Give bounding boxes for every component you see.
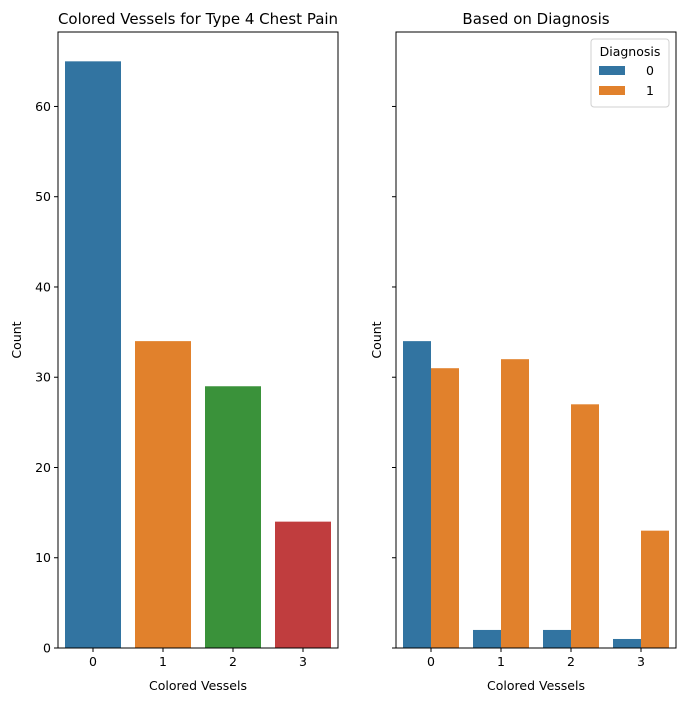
y-tick-label: 0 <box>43 641 51 656</box>
legend-label-1: 1 <box>646 83 654 98</box>
right-axes: 0 1 2 3 Colored Vessels Count Based on Diagnos… <box>369 10 677 693</box>
x-tick-label: 3 <box>637 654 645 669</box>
x-axis-label: Colored Vessels <box>149 678 247 693</box>
y-axis-label: Count <box>369 321 384 358</box>
chart-title: Colored Vessels for Type 4 Chest Pain <box>58 10 338 28</box>
y-tick-label: 30 <box>35 370 51 385</box>
x-tick-label: 2 <box>567 654 575 669</box>
legend-swatch-0 <box>599 66 625 75</box>
x-tick-label: 2 <box>229 654 237 669</box>
bar-series-0-cat-2 <box>543 629 571 648</box>
bar-series-0-cat-0 <box>403 341 431 648</box>
x-tick-label: 1 <box>497 654 505 669</box>
bar-series-1-cat-0 <box>431 368 459 648</box>
y-tick-label: 40 <box>35 279 51 294</box>
bar-cat-1 <box>135 341 191 648</box>
axes-frame <box>395 31 677 649</box>
bar-series-0-cat-3 <box>613 638 641 648</box>
y-tick-label: 20 <box>35 460 51 475</box>
bar-series-1-cat-1 <box>501 359 529 648</box>
legend: Diagnosis 0 1 <box>590 38 670 108</box>
y-axis-label: Count <box>9 321 24 358</box>
x-axis-label: Colored Vessels <box>487 678 585 693</box>
axes-frame <box>57 31 339 649</box>
chart-title: Based on Diagnosis <box>462 10 609 28</box>
bar-cat-3 <box>275 521 331 648</box>
x-tick-label: 3 <box>299 654 307 669</box>
bar-series-0-cat-1 <box>473 629 501 648</box>
bar-cat-2 <box>205 386 261 648</box>
x-tick-label: 0 <box>427 654 435 669</box>
left-axes: 0 10 20 30 40 50 60 0 1 2 3 Colored Vessels Count Col… <box>9 10 339 693</box>
y-tick-label: 10 <box>35 550 51 565</box>
bar-series-1-cat-3 <box>641 530 669 648</box>
bar-series-1-cat-2 <box>571 404 599 648</box>
y-tick-label: 50 <box>35 189 51 204</box>
legend-title: Diagnosis <box>600 44 661 59</box>
y-tick-label: 60 <box>35 99 51 114</box>
x-tick-label: 1 <box>159 654 167 669</box>
legend-label-0: 0 <box>646 63 654 78</box>
bar-cat-0 <box>65 61 121 649</box>
legend-swatch-1 <box>599 86 625 95</box>
x-tick-label: 0 <box>89 654 97 669</box>
